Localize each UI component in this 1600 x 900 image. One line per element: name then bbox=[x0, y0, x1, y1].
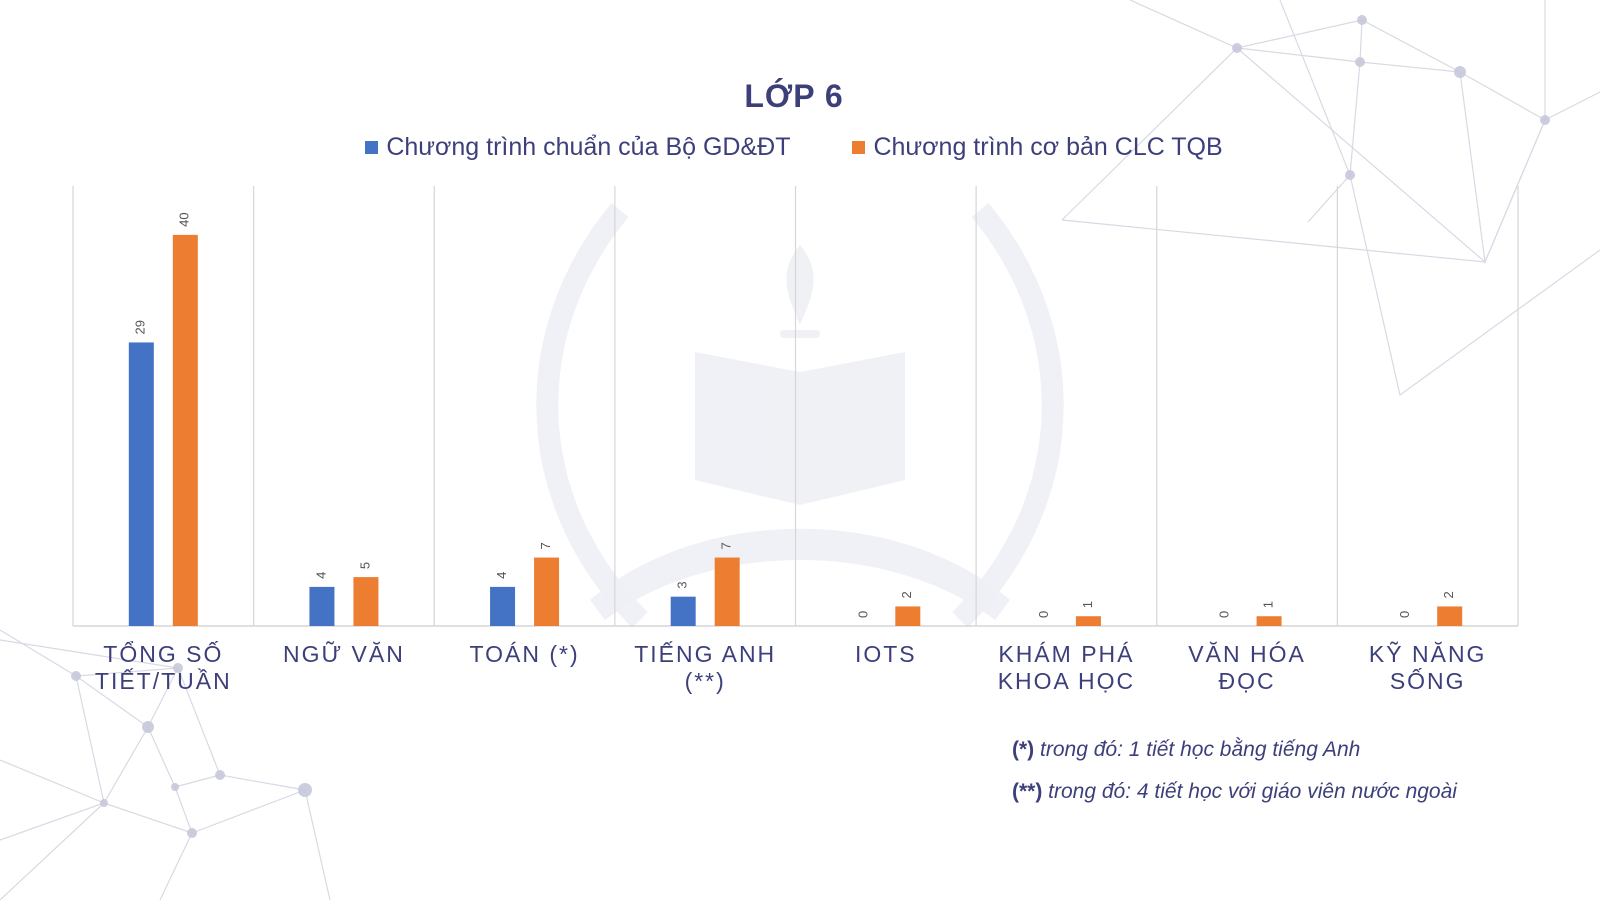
data-label: 29 bbox=[133, 320, 148, 334]
bar-standard bbox=[128, 342, 154, 626]
data-label: 1 bbox=[1261, 601, 1276, 608]
category-label: SỐNG bbox=[1390, 667, 1466, 694]
legend-label-clc: Chương trình cơ bản CLC TQB bbox=[873, 133, 1223, 161]
bar-clc bbox=[895, 606, 921, 626]
bar-clc bbox=[172, 234, 198, 626]
category-label: VĂN HÓA bbox=[1188, 641, 1306, 667]
footnote-2: (**) trong đó: 4 tiết học với giáo viên … bbox=[1012, 780, 1457, 804]
chart-legend: Chương trình chuẩn của Bộ GD&ĐT Chương t… bbox=[0, 133, 1588, 162]
data-label: 4 bbox=[494, 572, 509, 579]
category-label: KHOA HỌC bbox=[998, 668, 1135, 694]
footnote-1: (*) trong đó: 1 tiết học bằng tiếng Anh bbox=[1012, 738, 1360, 762]
legend-label-standard: Chương trình chuẩn của Bộ GD&ĐT bbox=[386, 133, 791, 161]
category-label: TIẾT/TUẦN bbox=[95, 667, 232, 694]
bar-clc bbox=[1075, 616, 1101, 626]
data-label: 0 bbox=[1217, 611, 1232, 618]
bar-standard bbox=[309, 586, 335, 626]
data-label: 40 bbox=[177, 212, 192, 226]
data-label: 1 bbox=[1080, 601, 1095, 608]
legend-swatch-clc bbox=[852, 141, 866, 154]
footnote-1-marker: (*) bbox=[1012, 738, 1035, 761]
legend-item-standard: Chương trình chuẩn của Bộ GD&ĐT bbox=[365, 133, 790, 162]
data-label: 7 bbox=[719, 542, 734, 549]
bar-clc bbox=[1256, 616, 1282, 626]
data-label: 0 bbox=[1397, 611, 1412, 618]
chart-title: LỚP 6 bbox=[744, 78, 844, 114]
bar-clc bbox=[1437, 606, 1463, 626]
data-label: 0 bbox=[1036, 611, 1051, 618]
data-label: 5 bbox=[357, 562, 372, 569]
data-label: 2 bbox=[1441, 591, 1456, 598]
category-label: KỸ NĂNG bbox=[1369, 641, 1487, 667]
bar-clc bbox=[534, 557, 560, 626]
legend-swatch-standard bbox=[365, 141, 379, 154]
footnote-1-text: trong đó: 1 tiết học bằng tiếng Anh bbox=[1034, 738, 1361, 761]
bar-standard bbox=[670, 596, 696, 626]
bar-clc bbox=[353, 577, 379, 626]
category-label: KHÁM PHÁ bbox=[998, 641, 1134, 667]
category-label: TOÁN (*) bbox=[469, 641, 579, 667]
bar-standard bbox=[490, 586, 516, 626]
data-label: 3 bbox=[675, 581, 690, 588]
category-label: TIẾNG ANH bbox=[634, 640, 776, 667]
bar-clc bbox=[714, 557, 740, 626]
category-label: TỔNG SỐ bbox=[103, 640, 223, 667]
data-label: 2 bbox=[899, 591, 914, 598]
data-label: 4 bbox=[313, 572, 328, 579]
footnote-2-marker: (**) bbox=[1012, 780, 1043, 803]
data-label: 0 bbox=[855, 611, 870, 618]
data-label: 7 bbox=[538, 542, 553, 549]
category-label: ĐỌC bbox=[1219, 668, 1276, 694]
category-label: (**) bbox=[685, 668, 726, 694]
footnote-2-text: trong đó: 4 tiết học với giáo viên nước … bbox=[1042, 780, 1457, 803]
legend-item-clc: Chương trình cơ bản CLC TQB bbox=[852, 133, 1223, 162]
category-label: IOTS bbox=[855, 641, 917, 667]
category-label: NGỮ VĂN bbox=[283, 640, 405, 667]
